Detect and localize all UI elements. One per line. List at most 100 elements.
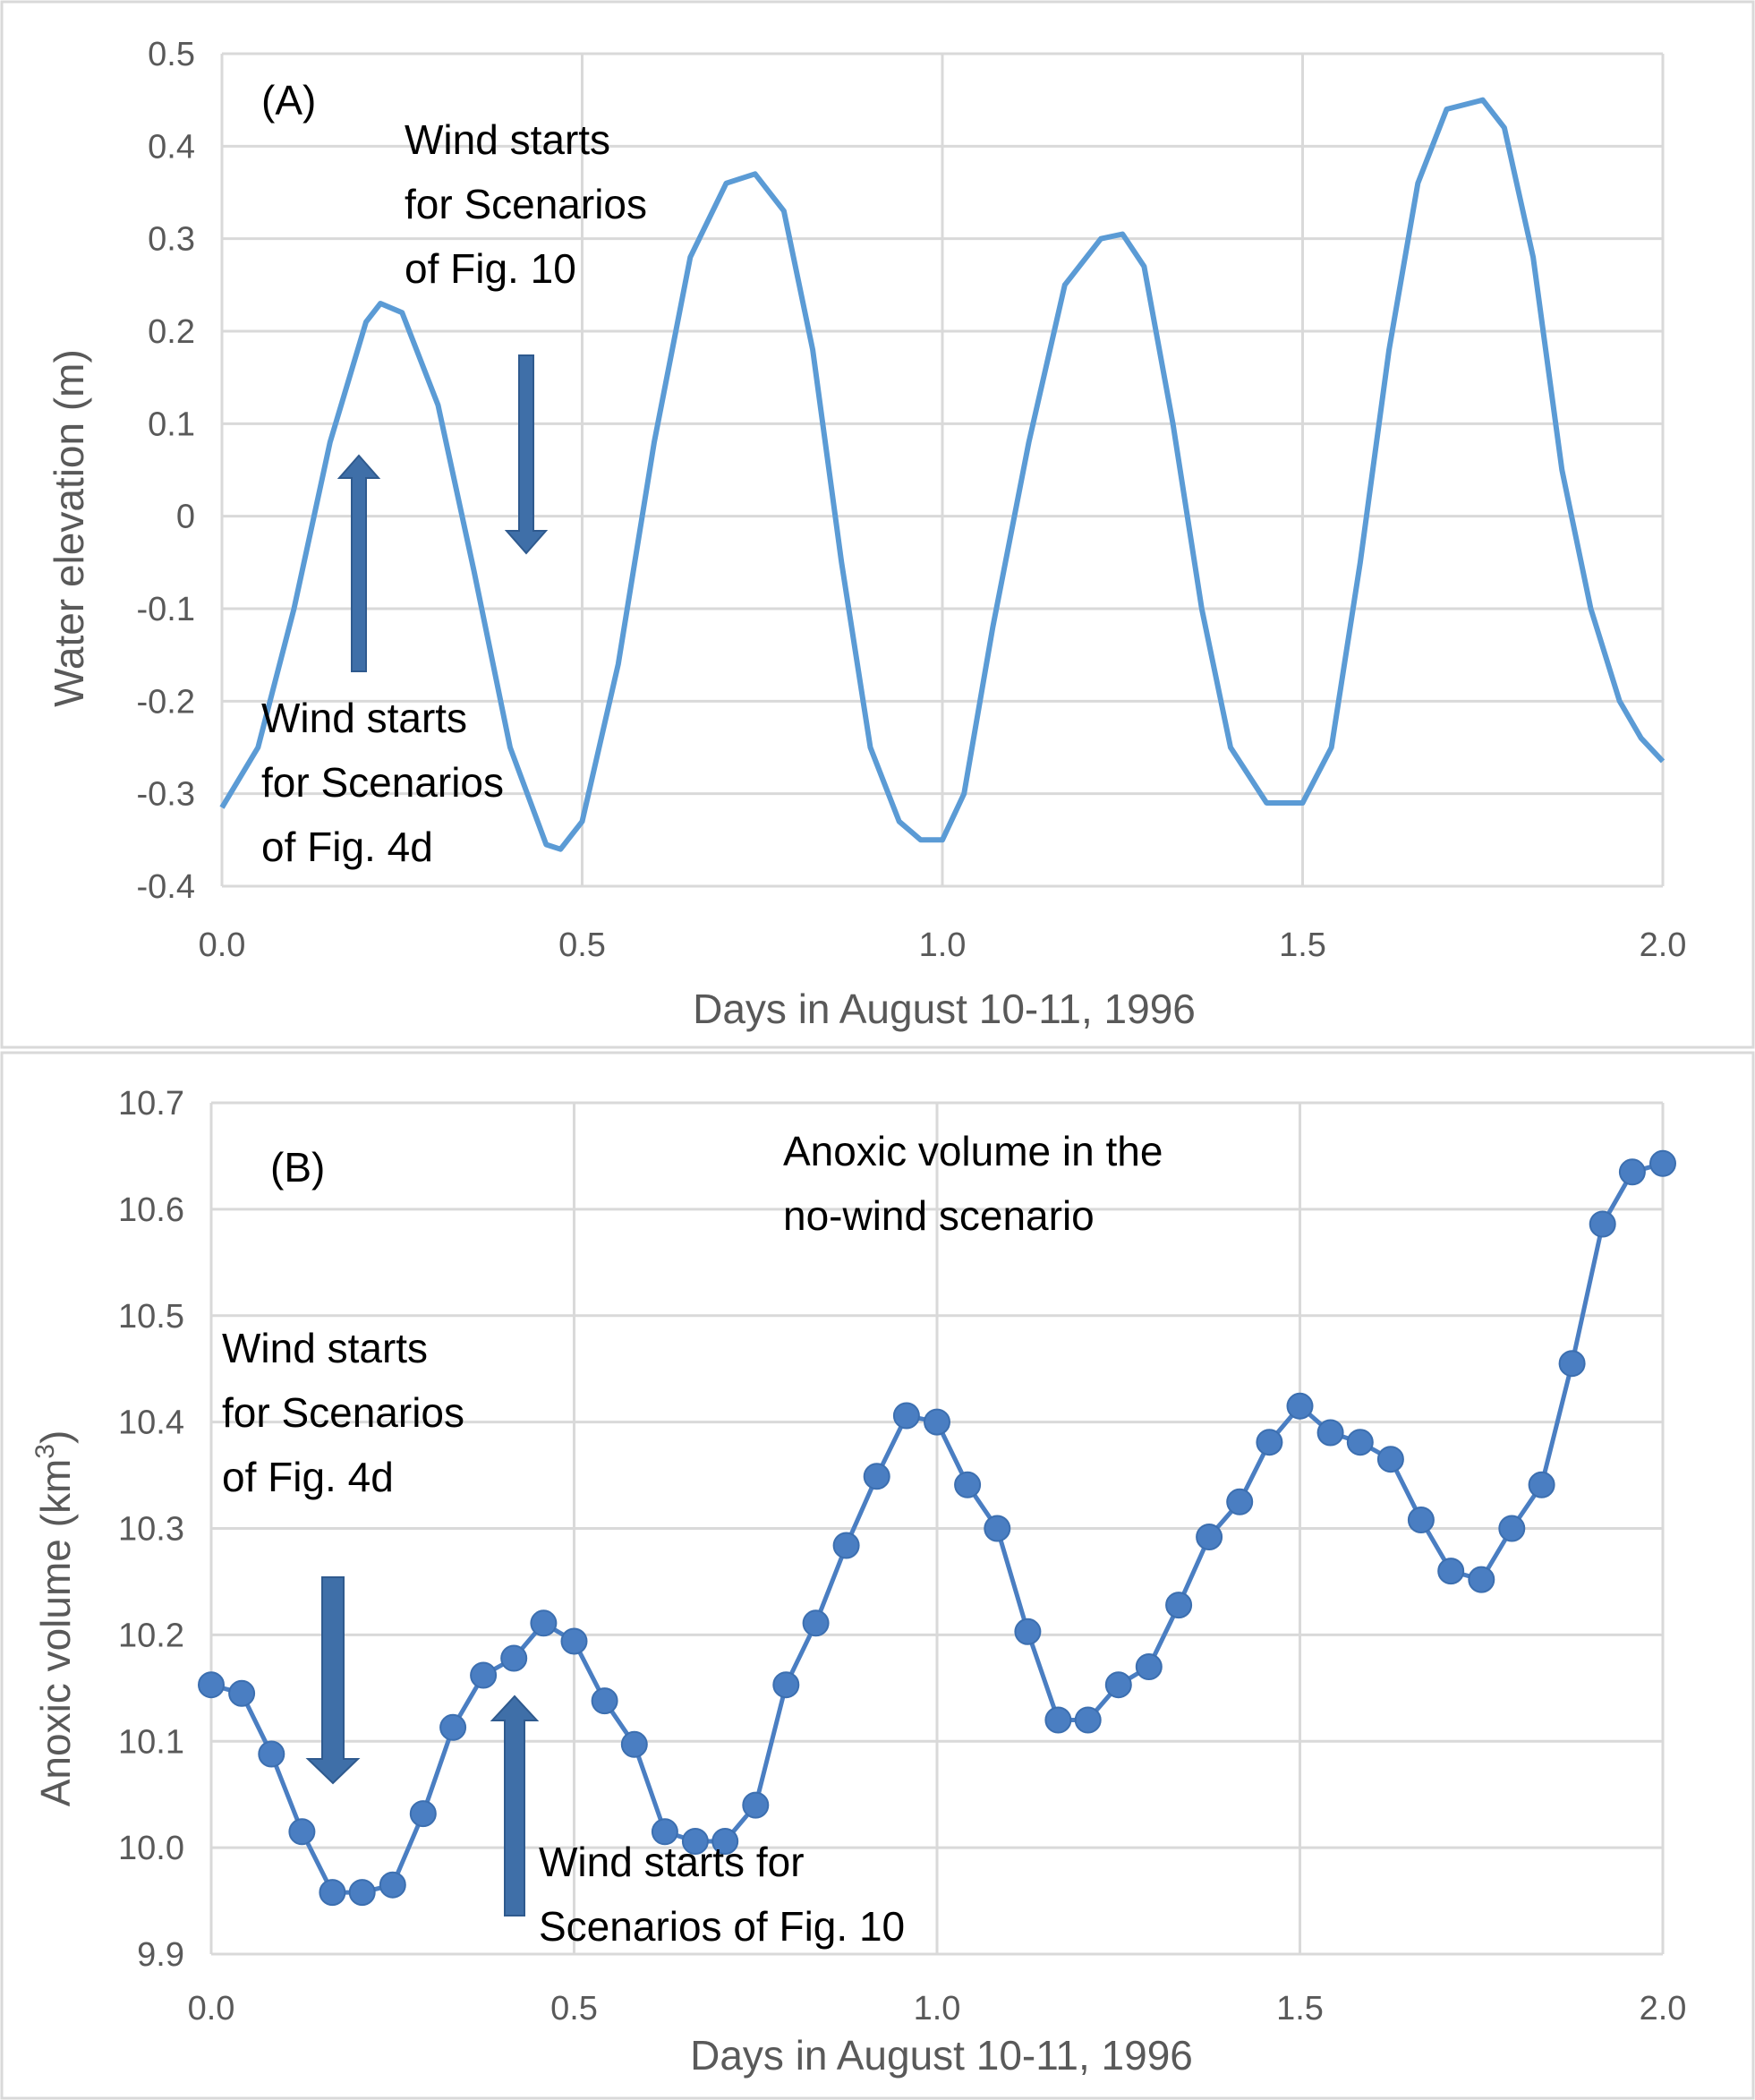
data-point [1196, 1524, 1223, 1550]
x-tick-label: 0.0 [188, 1990, 235, 2027]
y-tick-label: 10.5 [118, 1298, 184, 1336]
data-point [470, 1661, 498, 1689]
panel-a-y-axis-title: Water elevation (m) [46, 349, 92, 707]
y-tick-label: 10.3 [118, 1511, 184, 1549]
y-tick-label: -0.4 [137, 868, 195, 906]
y-tick-label: 10.0 [118, 1830, 184, 1867]
x-tick-label: 0.0 [199, 926, 246, 964]
y-tick-label: -0.2 [137, 683, 195, 721]
data-point [500, 1644, 528, 1672]
x-tick-label: 0.5 [550, 1990, 598, 2027]
panel-b-annotation-series-line2: no-wind scenario [783, 1192, 1095, 1239]
data-point [924, 1408, 950, 1436]
y-tick-label: 0.5 [148, 36, 195, 73]
data-point [1437, 1558, 1465, 1585]
data-point [1226, 1488, 1254, 1515]
panel-b-gridlines [209, 1101, 1665, 1956]
data-point [348, 1879, 376, 1907]
panel-a-annotation-fig4d-line1: Wind starts [261, 695, 467, 741]
data-point [1104, 1671, 1132, 1699]
x-tick-label: 1.5 [1279, 926, 1326, 964]
panel-a-annotation-fig10-line3: of Fig. 10 [405, 245, 576, 292]
y-tick-label: 0 [176, 499, 195, 536]
panel-b-y-axis-title-sup: 3 [30, 1444, 60, 1459]
data-point [1286, 1392, 1314, 1420]
data-point [620, 1730, 648, 1758]
panel-b-annotation-series-line1: Anoxic volume in the [783, 1128, 1163, 1174]
y-tick-label: 10.4 [118, 1404, 184, 1442]
panel-b-annotation-fig10-line1: Wind starts for [539, 1839, 805, 1885]
panel-b-arrow-down-icon [305, 1576, 361, 1785]
series-line [219, 97, 1666, 852]
data-point [591, 1687, 618, 1715]
data-point [1074, 1706, 1102, 1734]
data-point [1346, 1429, 1374, 1456]
panel-b-label: (B) [270, 1144, 325, 1191]
data-point [984, 1515, 1011, 1542]
data-point [439, 1713, 467, 1741]
panel-b-annotation-fig4d-line1: Wind starts [222, 1325, 428, 1371]
panel-a-x-axis-title: Days in August 10-11, 1996 [693, 986, 1196, 1032]
panel-b: 10.710.610.510.410.310.210.110.09.9 0.0 0… [0, 1051, 1755, 2100]
data-point [681, 1828, 709, 1855]
data-point [1618, 1158, 1646, 1186]
data-point [1468, 1566, 1495, 1593]
data-point [651, 1818, 678, 1846]
panel-b-annotation-fig10-line2: Scenarios of Fig. 10 [539, 1903, 905, 1950]
y-tick-label: -0.3 [137, 776, 195, 814]
y-tick-label: 0.1 [148, 405, 195, 443]
data-point [1498, 1515, 1526, 1542]
y-tick-label: 0.3 [148, 221, 195, 259]
data-point [198, 1671, 225, 1699]
panel-b-y-tick-labels: 10.7 10.6 10.5 10.4 10.3 10.2 10.1 10.0 9.9 [118, 1085, 184, 1974]
data-point [1528, 1471, 1555, 1498]
data-point [832, 1532, 860, 1559]
panel-a-arrow-down-icon [504, 354, 549, 555]
data-point [1256, 1429, 1283, 1456]
x-tick-label: 1.0 [914, 1990, 961, 2027]
x-tick-label: 0.5 [558, 926, 606, 964]
data-point [711, 1828, 739, 1855]
data-point [258, 1740, 285, 1768]
panel-a-annotation-fig10-line2: for Scenarios [405, 181, 647, 227]
data-point [772, 1671, 800, 1699]
data-point [530, 1609, 558, 1637]
data-point [1558, 1350, 1586, 1378]
panel-b-x-axis-title: Days in August 10-11, 1996 [690, 2032, 1193, 2079]
data-point [319, 1879, 346, 1907]
y-tick-label: -0.1 [137, 591, 195, 628]
panel-a-annotation-fig4d-line3: of Fig. 4d [261, 824, 433, 870]
panel-b-arrow-up-icon [490, 1695, 540, 1916]
y-tick-label: 10.2 [118, 1617, 184, 1654]
data-point [1014, 1618, 1042, 1645]
y-tick-label: 10.7 [118, 1085, 184, 1123]
panel-a-y-tick-labels: 0.5 0.4 0.3 0.2 0.1 0 -0.1 -0.2 -0.3 -0.4 [137, 36, 195, 906]
data-point [1376, 1446, 1404, 1473]
data-point [742, 1791, 770, 1819]
data-point [954, 1471, 982, 1498]
panel-b-y-axis-title-main: Anoxic volume (km [32, 1459, 79, 1807]
x-tick-label: 1.5 [1276, 1990, 1324, 2027]
data-point [288, 1818, 316, 1846]
panel-a: 0.5 0.4 0.3 0.2 0.1 0 -0.1 -0.2 -0.3 -0.4 0.0 0.5 1… [0, 0, 1755, 1049]
data-point [409, 1800, 437, 1828]
data-point [228, 1679, 256, 1707]
panel-b-x-tick-labels: 0.0 0.5 1.0 1.5 2.0 [188, 1990, 1687, 2027]
y-tick-label: 9.9 [137, 1936, 184, 1974]
y-tick-label: 0.2 [148, 313, 195, 351]
panel-a-arrow-up-icon [337, 454, 381, 672]
x-tick-label: 1.0 [919, 926, 967, 964]
panel-b-frame [0, 1051, 1755, 2100]
data-point [1589, 1210, 1616, 1238]
panel-a-annotation-fig10-line1: Wind starts [405, 116, 610, 163]
data-point [1407, 1507, 1435, 1533]
panel-a-series [219, 97, 1666, 852]
data-point [560, 1627, 588, 1655]
x-tick-label: 2.0 [1640, 926, 1687, 964]
panel-a-annotation-fig4d-line2: for Scenarios [261, 759, 504, 806]
data-point [802, 1609, 830, 1637]
panel-a-frame [0, 0, 1755, 1049]
data-point [1044, 1706, 1072, 1734]
y-tick-label: 10.6 [118, 1191, 184, 1229]
